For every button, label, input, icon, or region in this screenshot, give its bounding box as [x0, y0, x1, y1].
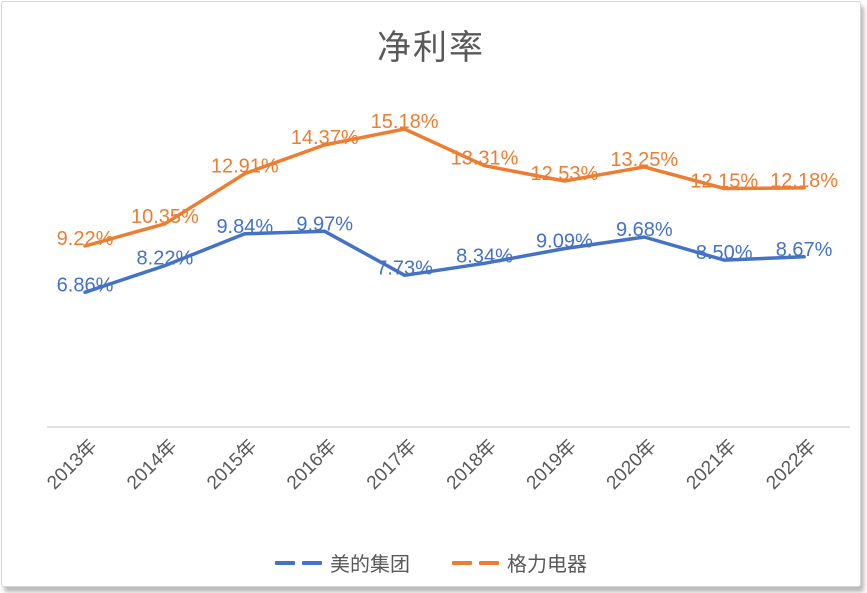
- data-label-1-9: 12.18%: [770, 170, 838, 192]
- data-label-1-4: 15.18%: [371, 111, 439, 133]
- data-label-1-8: 12.15%: [690, 170, 758, 192]
- x-axis-label-7: 2020年: [602, 435, 661, 494]
- legend-label: 格力电器: [507, 554, 587, 576]
- data-label-1-0: 9.22%: [57, 228, 114, 250]
- data-label-0-5: 8.34%: [456, 245, 513, 267]
- x-axis-label-2: 2015年: [202, 435, 261, 494]
- data-label-1-2: 12.91%: [211, 156, 279, 178]
- data-label-1-3: 14.37%: [291, 127, 359, 149]
- series-line-1: [83, 127, 806, 248]
- data-label-0-8: 8.50%: [696, 242, 753, 264]
- data-label-0-2: 9.84%: [216, 216, 273, 238]
- line-chart-plot: 6.86% 8.22% 9.84% 9.97% 7.73% 8.34% 9.09% 9.68%…: [43, 111, 850, 494]
- data-label-0-9: 8.67%: [776, 239, 833, 261]
- data-label-1-5: 13.31%: [451, 148, 519, 170]
- data-label-0-6: 9.09%: [536, 231, 593, 253]
- x-axis-label-1: 2014年: [123, 435, 182, 494]
- x-axis-label-4: 2017年: [362, 435, 421, 494]
- legend-key-line-icon: [275, 560, 322, 565]
- legend-item-meidi[interactable]: 美的集团: [275, 548, 410, 577]
- data-label-1-1: 10.35%: [131, 206, 199, 228]
- legend-dash-icon: [452, 560, 472, 565]
- chart-title: 净利率: [377, 29, 485, 67]
- x-axis-label-8: 2021年: [682, 435, 741, 494]
- x-axis-label-6: 2019年: [522, 435, 581, 494]
- legend-label: 美的集团: [330, 554, 410, 576]
- legend-dash-icon: [302, 560, 322, 565]
- data-label-0-0: 6.86%: [57, 274, 114, 296]
- x-axis-label-0: 2013年: [43, 435, 102, 494]
- data-label-1-6: 12.53%: [530, 163, 598, 185]
- x-axis-label-5: 2018年: [442, 435, 501, 494]
- data-label-0-1: 8.22%: [137, 248, 194, 270]
- series-line-0: [83, 229, 806, 295]
- x-axis-label-3: 2016年: [282, 435, 341, 494]
- chart-legend: 美的集团 格力电器: [2, 548, 860, 577]
- legend-key-line-icon: [452, 560, 499, 565]
- data-label-0-3: 9.97%: [296, 213, 353, 235]
- legend-item-geli[interactable]: 格力电器: [452, 548, 587, 577]
- data-label-0-4: 7.73%: [376, 257, 433, 279]
- legend-dash-icon: [479, 560, 499, 565]
- legend-dash-icon: [275, 560, 295, 565]
- data-label-0-7: 9.68%: [616, 219, 673, 241]
- data-label-1-7: 13.25%: [610, 149, 678, 171]
- x-axis-label-9: 2022年: [762, 435, 821, 494]
